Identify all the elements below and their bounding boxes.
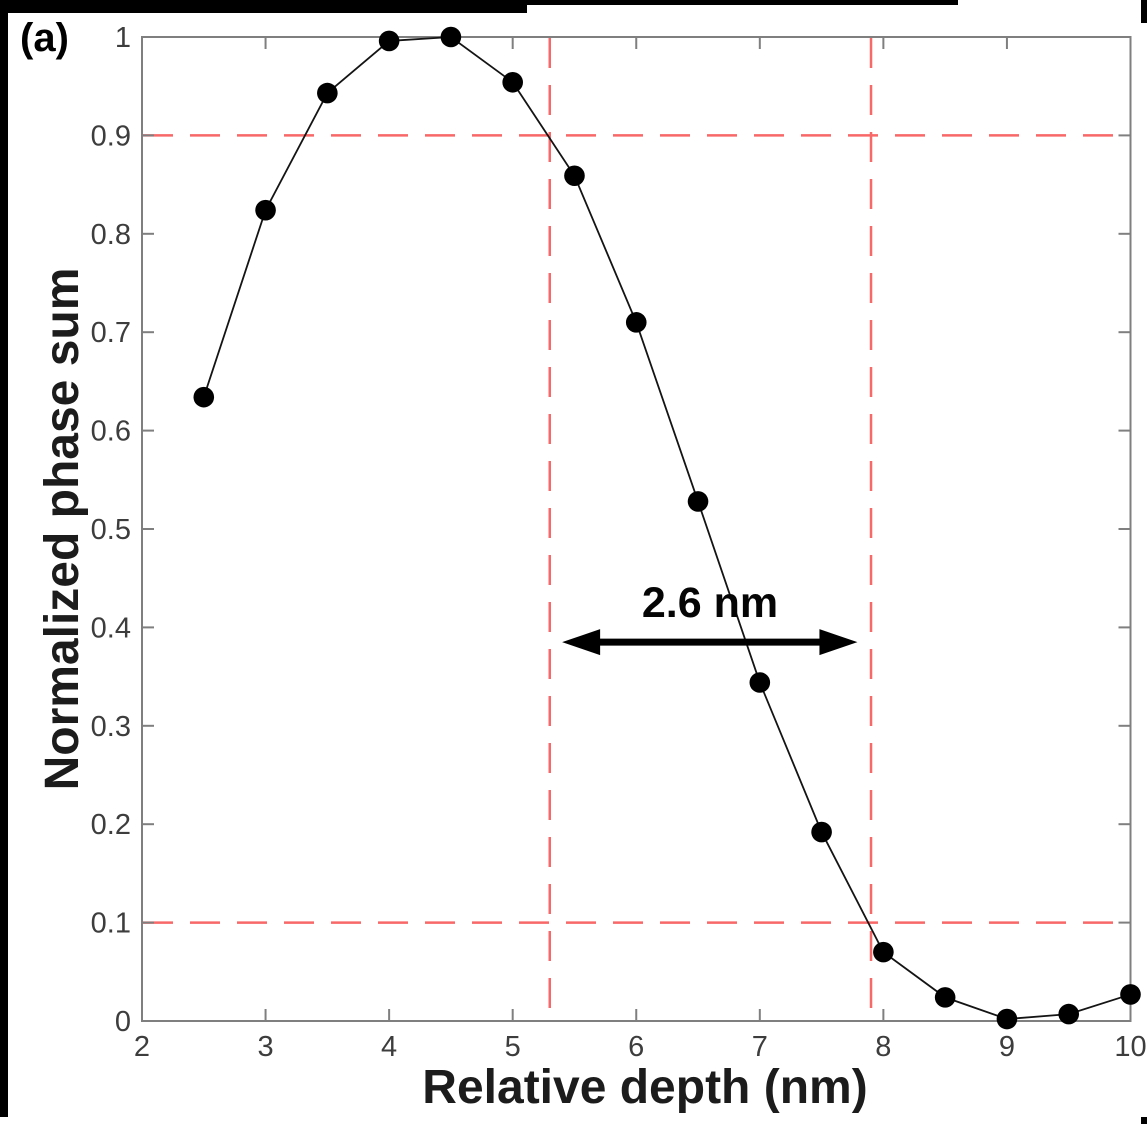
frame-border-top-right — [1141, 0, 1147, 23]
x-tick-label: 6 — [628, 1031, 644, 1063]
chart-generated-underlay: 2 3 4 5 6 7 8 9 10 0 0.1 0.2 0.3 0.4 0.5 0.6 0.7 0.8 0.9 1 — [91, 22, 1147, 1063]
x-tick-label: 10 — [1114, 1031, 1146, 1063]
y-tick-label: 0.5 — [91, 514, 131, 546]
panel-label: (a) — [20, 16, 69, 60]
y-tick-label: 0.1 — [91, 908, 131, 940]
data-point — [317, 82, 338, 104]
data-point — [625, 312, 647, 333]
y-tick-label: 0.8 — [91, 219, 131, 251]
x-tick-label: 5 — [505, 1031, 521, 1063]
y-tick-label: 0.9 — [91, 120, 131, 152]
frame-border-bottom-right — [1141, 1117, 1147, 1124]
y-tick-label: 0 — [115, 1006, 131, 1038]
frame-border-top — [0, 0, 527, 13]
x-tick-label: 3 — [257, 1031, 273, 1063]
y-tick-label: 0.3 — [91, 711, 131, 743]
x-tick-label: 7 — [752, 1031, 768, 1063]
data-point — [193, 386, 215, 408]
frame-border-top-thin — [527, 0, 958, 5]
data-point — [255, 199, 276, 221]
data-point — [440, 26, 462, 48]
frame-border-left — [0, 0, 8, 1117]
data-point — [749, 672, 771, 693]
measurement-arrow-head-left — [562, 629, 601, 656]
data-point — [502, 71, 523, 93]
data-point — [996, 1008, 1018, 1030]
x-tick-label: 9 — [999, 1031, 1015, 1063]
data-point — [873, 941, 894, 963]
x-axis-title: Relative depth (nm) — [422, 1061, 867, 1114]
data-point — [687, 491, 709, 512]
measurement-arrow-head-right — [819, 629, 858, 656]
measurement-annotation-label: 2.6 nm — [642, 579, 778, 627]
data-point — [1120, 984, 1141, 1005]
y-tick-label: 0.6 — [91, 416, 131, 448]
data-point — [934, 987, 956, 1008]
y-tick-label: 0.4 — [91, 612, 131, 644]
x-tick-label: 2 — [134, 1031, 150, 1063]
data-point — [564, 165, 585, 187]
plot-frame — [141, 36, 1132, 1022]
x-tick-label: 4 — [381, 1031, 397, 1063]
data-line — [202, 36, 1131, 1020]
data-point — [378, 30, 400, 52]
data-point — [811, 821, 832, 843]
y-tick-label: 0.7 — [91, 317, 131, 349]
y-tick-label: 1 — [115, 22, 131, 54]
y-axis-title: Normalized phase sum — [36, 268, 89, 791]
x-tick-label: 8 — [875, 1031, 891, 1063]
y-tick-label: 0.2 — [91, 809, 131, 841]
data-point — [1058, 1003, 1080, 1025]
